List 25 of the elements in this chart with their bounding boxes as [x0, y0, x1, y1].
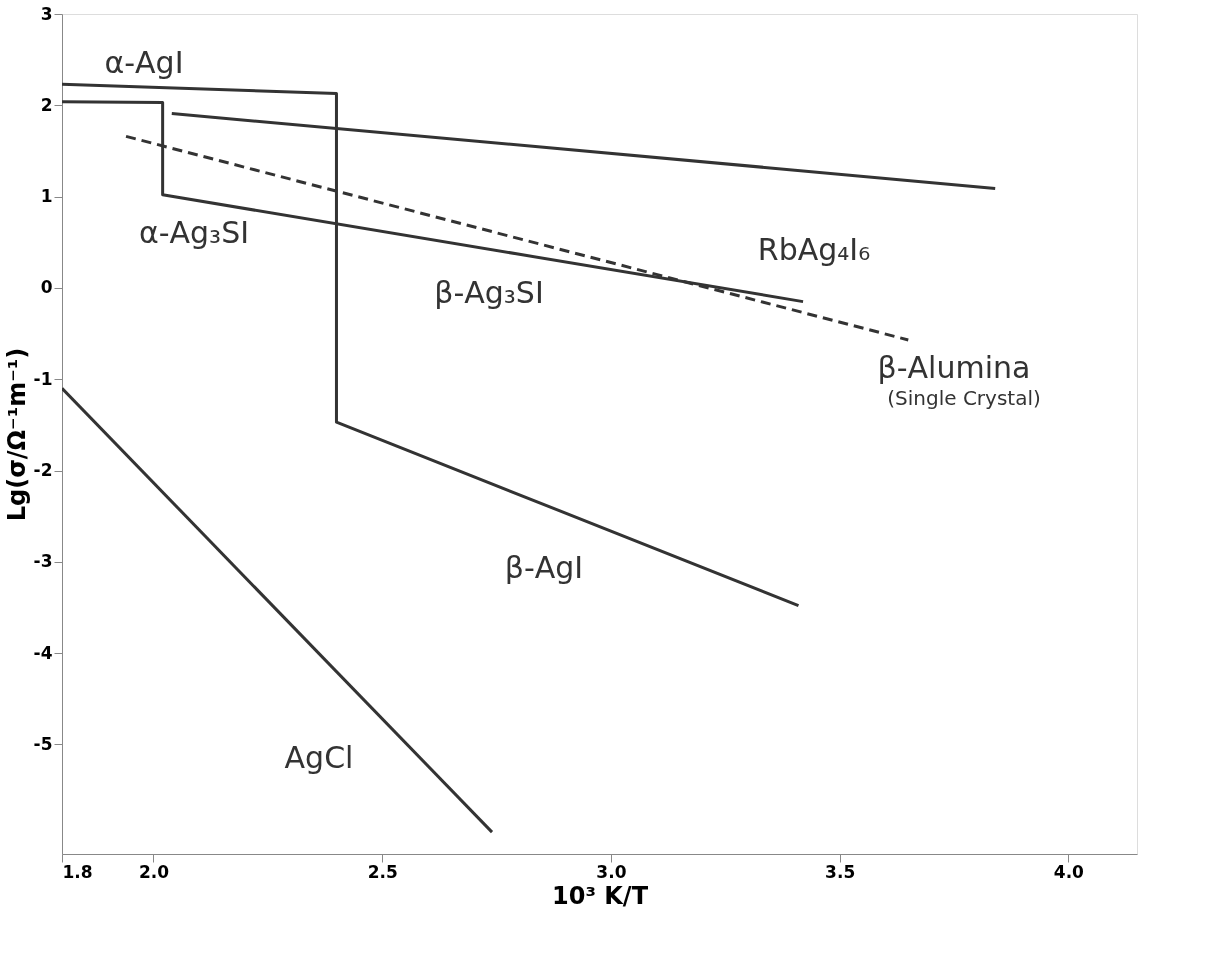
annotation: β-Alumina	[877, 350, 1031, 385]
annotation: α-AgI	[104, 45, 184, 80]
x-tick-label: 3.5	[825, 861, 856, 882]
y-tick-label: -5	[33, 733, 53, 754]
y-axis-title: Lg(σ/Ω⁻¹m⁻¹)	[2, 347, 31, 522]
x-tick-label: 1.8	[62, 861, 93, 882]
y-tick-label: 1	[40, 186, 53, 207]
y-tick-label: -2	[33, 460, 53, 481]
y-tick-label: 0	[40, 277, 53, 298]
annotation: α-Ag₃SI	[138, 215, 250, 250]
x-tick-label: 2.5	[367, 861, 398, 882]
y-tick-label: 2	[40, 94, 53, 115]
annotation: RbAg₄I₆	[757, 232, 871, 267]
y-tick-label: -3	[33, 551, 53, 572]
annotation: (Single Crystal)	[887, 386, 1041, 410]
y-tick-label: -1	[33, 368, 53, 389]
x-axis-title: 10³ K/T	[552, 881, 649, 910]
x-tick-label: 3.0	[596, 861, 627, 882]
annotation: AgCl	[284, 740, 354, 775]
x-tick-label: 2.0	[138, 861, 170, 882]
annotation: β-Ag₃SI	[434, 275, 544, 310]
y-tick-label: 3	[40, 3, 53, 24]
x-tick-label: 4.0	[1053, 861, 1085, 882]
annotation: β-AgI	[504, 550, 584, 585]
y-tick-label: -4	[33, 642, 53, 663]
